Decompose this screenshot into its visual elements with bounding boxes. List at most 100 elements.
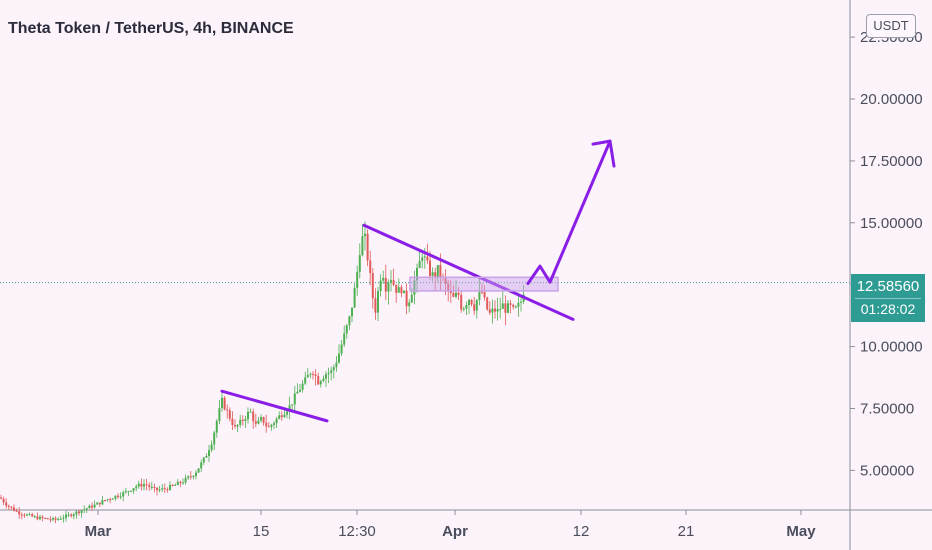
candle-body — [171, 484, 174, 486]
candle-body — [210, 444, 213, 451]
candle-body — [36, 516, 39, 520]
candle-body — [356, 271, 359, 288]
candle-body — [2, 498, 5, 503]
candle-body — [283, 414, 286, 418]
candle-body — [473, 304, 476, 311]
candle-body — [111, 498, 114, 500]
candle-body — [382, 277, 385, 281]
candle-body — [52, 518, 54, 520]
candle-body — [447, 283, 450, 291]
candle-body — [247, 411, 249, 420]
trendline[interactable] — [220, 389, 329, 423]
projection-path[interactable] — [526, 139, 612, 285]
candle-body — [358, 255, 361, 272]
candle-body — [122, 492, 125, 497]
x-tick-label: May — [786, 523, 816, 540]
candle-body — [270, 424, 273, 427]
candle-body — [405, 290, 408, 307]
candle-body — [426, 256, 429, 261]
candle-body — [150, 486, 153, 488]
y-tick-label: 5.00000 — [860, 462, 914, 479]
candle-body — [15, 510, 18, 512]
candle-body — [517, 302, 520, 307]
candle-body — [353, 287, 356, 308]
candle-body — [228, 410, 231, 419]
candle-body — [364, 233, 366, 237]
candle-body — [179, 481, 182, 484]
candle-body — [65, 514, 67, 518]
candle-body — [301, 383, 304, 390]
candle-body — [387, 282, 390, 292]
candle-body — [340, 344, 343, 354]
candle-body — [104, 500, 106, 502]
candle-body — [158, 489, 161, 491]
bar-countdown: 01:28:02 — [855, 298, 921, 319]
candle-body — [351, 307, 353, 317]
candle-body — [314, 374, 317, 377]
candle-body — [488, 309, 491, 313]
candle-body — [377, 291, 379, 313]
candle-body — [338, 353, 340, 363]
candle-body — [468, 299, 470, 305]
candle-body — [241, 419, 244, 421]
candle-body — [288, 405, 291, 412]
candle-body — [85, 508, 88, 510]
candle-body — [496, 309, 499, 312]
candle-body — [10, 506, 13, 508]
candle-body — [418, 261, 421, 268]
candle-body — [512, 304, 515, 307]
candle-body — [145, 484, 148, 486]
candle-body — [57, 519, 60, 521]
candle-body — [423, 256, 426, 258]
candle-body — [166, 489, 169, 491]
candle-body — [444, 276, 447, 284]
symbol-title: Theta Token / TetherUS, 4h, BINANCE — [8, 20, 294, 37]
candle-body — [221, 397, 223, 409]
candle-body — [475, 299, 478, 311]
candle-body — [137, 483, 140, 487]
candle-body — [41, 516, 44, 519]
candle-body — [273, 423, 275, 425]
candle-body — [174, 485, 177, 487]
candle-body — [286, 411, 288, 415]
resistance-zone[interactable] — [409, 276, 559, 292]
candle-body — [197, 468, 200, 473]
x-tick-label: Apr — [442, 523, 468, 540]
candle-body — [44, 518, 47, 520]
candle-body — [49, 519, 52, 521]
candle-body — [478, 291, 481, 300]
candle-body — [455, 292, 457, 297]
trendline[interactable] — [362, 223, 575, 321]
candle-body — [176, 481, 179, 486]
candle-body — [332, 367, 335, 371]
candle-body — [140, 483, 143, 487]
candle-body — [260, 417, 262, 421]
y-tick-label: 17.50000 — [860, 153, 923, 170]
x-tick-label: 15 — [253, 523, 270, 540]
candle-body — [397, 287, 400, 293]
candle-body — [486, 297, 489, 310]
candle-body — [101, 500, 104, 505]
candle-body — [309, 373, 312, 375]
candle-body — [80, 510, 83, 514]
candle-body — [67, 514, 70, 516]
candle-body — [509, 303, 512, 305]
candle-body — [106, 499, 109, 501]
candle-body — [83, 509, 86, 511]
candle-body — [330, 370, 333, 373]
candle-body — [187, 476, 190, 478]
candle-body — [200, 462, 203, 469]
candle-body — [265, 422, 268, 427]
candle-body — [189, 476, 192, 478]
currency-button[interactable]: USDT — [866, 14, 916, 38]
candle-body — [208, 450, 210, 457]
candle-body — [462, 308, 465, 310]
candle-body — [483, 292, 486, 298]
candle-body — [226, 409, 229, 411]
candle-body — [319, 381, 322, 385]
candle-body — [403, 290, 405, 294]
candle-body — [322, 378, 325, 382]
x-tick-label: Mar — [85, 523, 112, 540]
candle-body — [7, 505, 10, 507]
